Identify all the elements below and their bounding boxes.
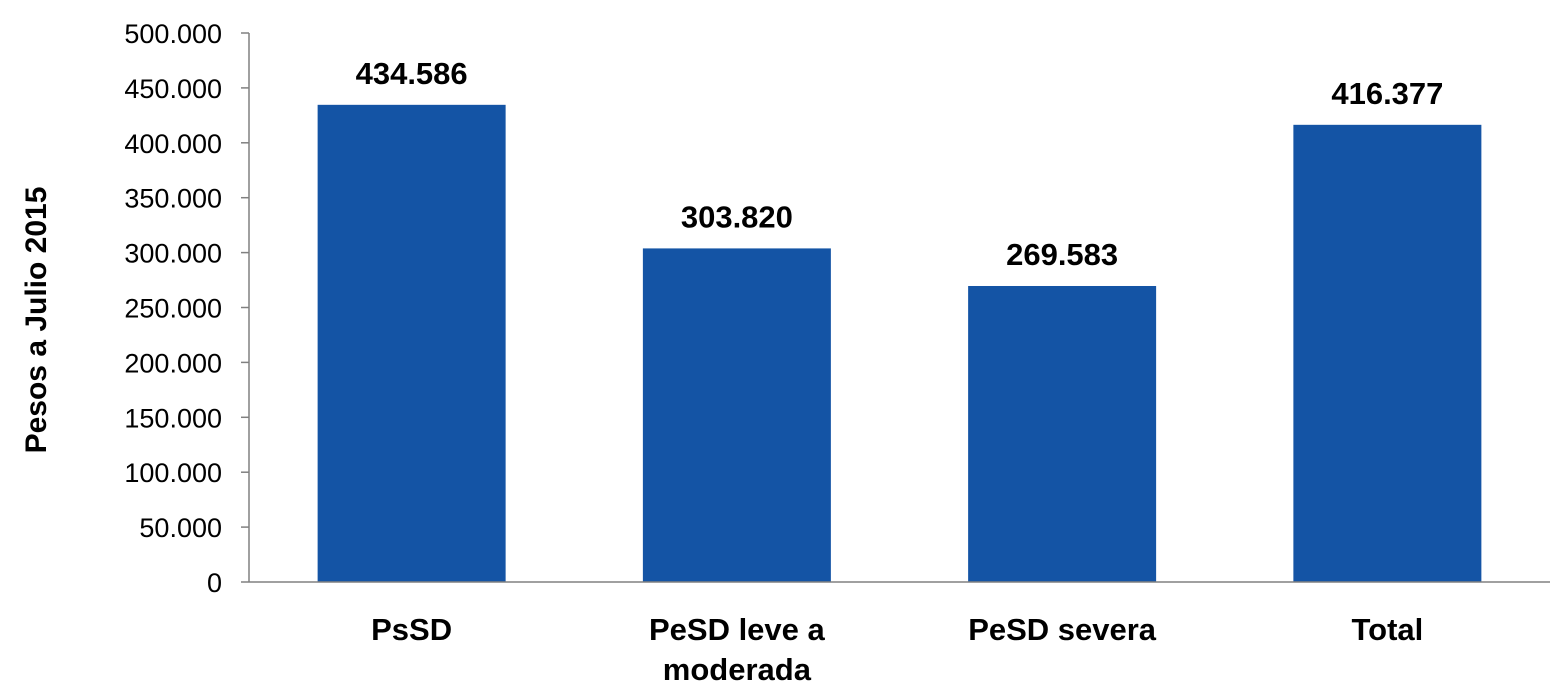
bar	[317, 104, 506, 582]
y-axis-title: Pesos a Julio 2015	[20, 187, 53, 454]
x-tick-label: Total	[1352, 612, 1424, 647]
y-tick-label: 250.000	[124, 294, 222, 324]
bars	[317, 104, 1482, 582]
y-tick-label: 200.000	[124, 348, 222, 378]
x-tick-label: PsSD	[371, 612, 452, 647]
bar	[968, 285, 1157, 582]
y-tick-label: 0	[207, 568, 222, 598]
y-tick-label: 100.000	[124, 458, 222, 488]
x-tick-label: PeSD severa	[968, 612, 1157, 647]
y-axis-ticks: 0 50.000 100.000 150.000 200.000 250.000 300.0…	[124, 19, 249, 598]
x-axis-ticks: PsSD PeSD leve a moderada PeSD severa Total	[371, 612, 1423, 684]
data-label: 269.583	[1006, 237, 1118, 272]
x-tick-label: moderada	[663, 652, 812, 684]
y-tick-label: 300.000	[124, 239, 222, 269]
bar	[642, 248, 831, 582]
x-tick-label: PeSD leve a	[649, 612, 826, 647]
y-tick-label: 50.000	[139, 513, 222, 543]
y-tick-label: 150.000	[124, 403, 222, 433]
data-labels: 434.586 303.820 269.583 416.377	[356, 56, 1444, 272]
data-label: 303.820	[681, 199, 793, 234]
y-tick-label: 450.000	[124, 74, 222, 104]
y-tick-label: 350.000	[124, 184, 222, 214]
data-label: 416.377	[1331, 76, 1443, 111]
y-tick-label: 500.000	[124, 19, 222, 49]
bar	[1293, 124, 1482, 582]
y-tick-label: 400.000	[124, 129, 222, 159]
data-label: 434.586	[356, 56, 468, 91]
